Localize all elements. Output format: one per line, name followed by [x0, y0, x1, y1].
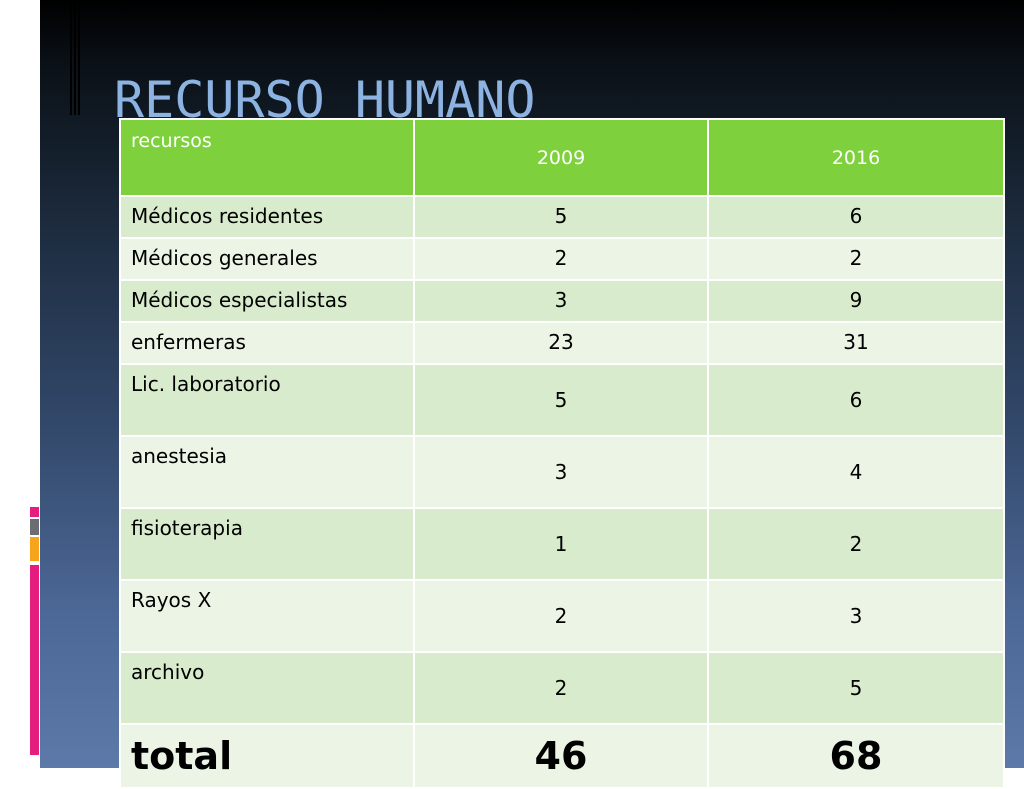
decorative-line — [70, 0, 72, 115]
table-row: enfermeras 23 31 — [119, 321, 1005, 365]
table-row: Médicos residentes 5 6 — [119, 195, 1005, 239]
value-2016: 31 — [707, 321, 1005, 365]
total-label: total — [119, 723, 415, 789]
row-label: enfermeras — [119, 321, 415, 365]
value-2009: 2 — [413, 237, 709, 281]
value-2016: 5 — [707, 651, 1005, 725]
header-2016: 2016 — [707, 118, 1005, 197]
table-row: Rayos X 2 3 — [119, 579, 1005, 653]
table-header-row: recursos 2009 2016 — [119, 118, 1005, 197]
total-2009: 46 — [413, 723, 709, 789]
value-2009: 1 — [413, 507, 709, 581]
decorative-line — [74, 0, 76, 115]
row-label: Lic. laboratorio — [119, 363, 415, 437]
row-label: Médicos especialistas — [119, 279, 415, 323]
value-2009: 5 — [413, 195, 709, 239]
accent-bar-gray — [30, 519, 39, 535]
accent-bar-orange — [30, 537, 39, 561]
table-row: Médicos generales 2 2 — [119, 237, 1005, 281]
value-2009: 3 — [413, 435, 709, 509]
total-2016: 68 — [707, 723, 1005, 789]
table-row: anestesia 3 4 — [119, 435, 1005, 509]
value-2016: 3 — [707, 579, 1005, 653]
value-2016: 6 — [707, 363, 1005, 437]
value-2016: 9 — [707, 279, 1005, 323]
value-2016: 6 — [707, 195, 1005, 239]
value-2016: 4 — [707, 435, 1005, 509]
header-2009: 2009 — [413, 118, 709, 197]
row-label: Médicos generales — [119, 237, 415, 281]
decorative-lines — [70, 0, 80, 115]
table-row: Lic. laboratorio 5 6 — [119, 363, 1005, 437]
value-2016: 2 — [707, 507, 1005, 581]
decorative-line — [78, 0, 80, 115]
value-2009: 23 — [413, 321, 709, 365]
table-row: Médicos especialistas 3 9 — [119, 279, 1005, 323]
resources-table: recursos 2009 2016 Médicos residentes 5 … — [119, 118, 1005, 789]
value-2009: 3 — [413, 279, 709, 323]
header-recursos: recursos — [119, 118, 415, 197]
row-label: anestesia — [119, 435, 415, 509]
value-2009: 2 — [413, 651, 709, 725]
value-2009: 2 — [413, 579, 709, 653]
accent-bar-pink-long — [30, 565, 39, 755]
row-label: Rayos X — [119, 579, 415, 653]
row-label: Médicos residentes — [119, 195, 415, 239]
row-label: archivo — [119, 651, 415, 725]
table-row: archivo 2 5 — [119, 651, 1005, 725]
accent-bar-pink — [30, 507, 39, 517]
value-2009: 5 — [413, 363, 709, 437]
row-label: fisioterapia — [119, 507, 415, 581]
table-row: fisioterapia 1 2 — [119, 507, 1005, 581]
total-row: total 46 68 — [119, 723, 1005, 789]
value-2016: 2 — [707, 237, 1005, 281]
